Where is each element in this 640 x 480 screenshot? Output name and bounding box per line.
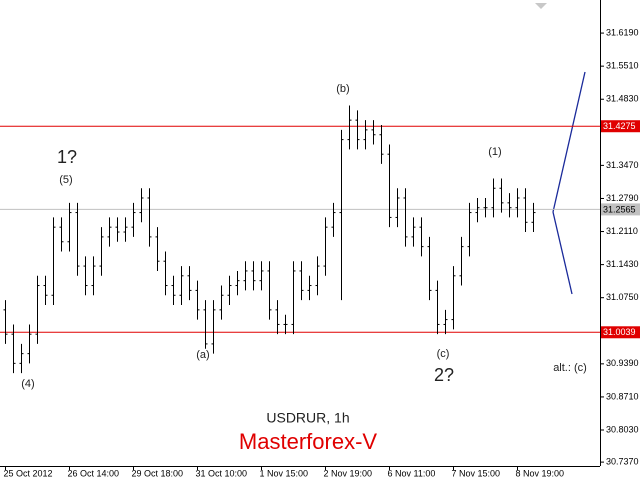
y-tick-label: 31.3470 <box>606 160 639 170</box>
y-tick-label: 30.7370 <box>606 456 639 466</box>
annotation: (1) <box>488 146 501 158</box>
scroll-marker <box>535 3 547 9</box>
x-tick-label: 2 Nov 19:00 <box>324 468 373 478</box>
y-tick-label: 31.5510 <box>606 61 639 71</box>
y-tick-label: 31.6190 <box>606 27 639 37</box>
level-label: 31.2565 <box>603 204 636 214</box>
x-tick-label: 8 Nov 19:00 <box>516 468 565 478</box>
annotation: (a) <box>196 349 209 361</box>
x-tick-label: 1 Nov 15:00 <box>260 468 309 478</box>
x-tick-label: 25 Oct 2012 <box>4 468 53 478</box>
x-tick-label: 26 Oct 14:00 <box>68 468 120 478</box>
level-label-box <box>601 203 640 216</box>
level-label-box <box>601 120 640 133</box>
x-tick-label: 31 Oct 10:00 <box>196 468 248 478</box>
y-tick-label: 31.2790 <box>606 193 639 203</box>
level-label: 31.4275 <box>603 121 636 131</box>
level-label: 31.0039 <box>603 327 636 337</box>
y-tick-label: 30.8030 <box>606 424 639 434</box>
annotation: (5) <box>59 174 72 186</box>
forecast-line <box>552 211 573 295</box>
chart-subtitle: Masterforex-V <box>239 429 377 454</box>
x-tick-label: 7 Nov 15:00 <box>452 468 501 478</box>
y-tick-label: 31.1430 <box>606 259 639 269</box>
annotation: (4) <box>21 378 34 390</box>
chart-title: USDRUR, 1h <box>266 410 349 426</box>
x-tick-label: 6 Nov 11:00 <box>388 468 436 478</box>
y-tick-label: 30.9390 <box>606 358 639 368</box>
level-label-box <box>601 326 640 339</box>
y-tick-label: 31.4830 <box>606 94 639 104</box>
y-tick-label: 31.0750 <box>606 292 639 302</box>
annotation: 2? <box>434 365 454 385</box>
forecast-line <box>552 71 586 213</box>
y-tick-label: 30.8710 <box>606 391 639 401</box>
annotation: 1? <box>57 147 77 167</box>
annotation: alt.: (c) <box>553 362 587 374</box>
annotation: (b) <box>336 83 349 95</box>
x-tick-label: 29 Oct 18:00 <box>132 468 184 478</box>
y-tick-label: 31.2110 <box>606 226 638 236</box>
annotation: (c) <box>437 348 450 360</box>
